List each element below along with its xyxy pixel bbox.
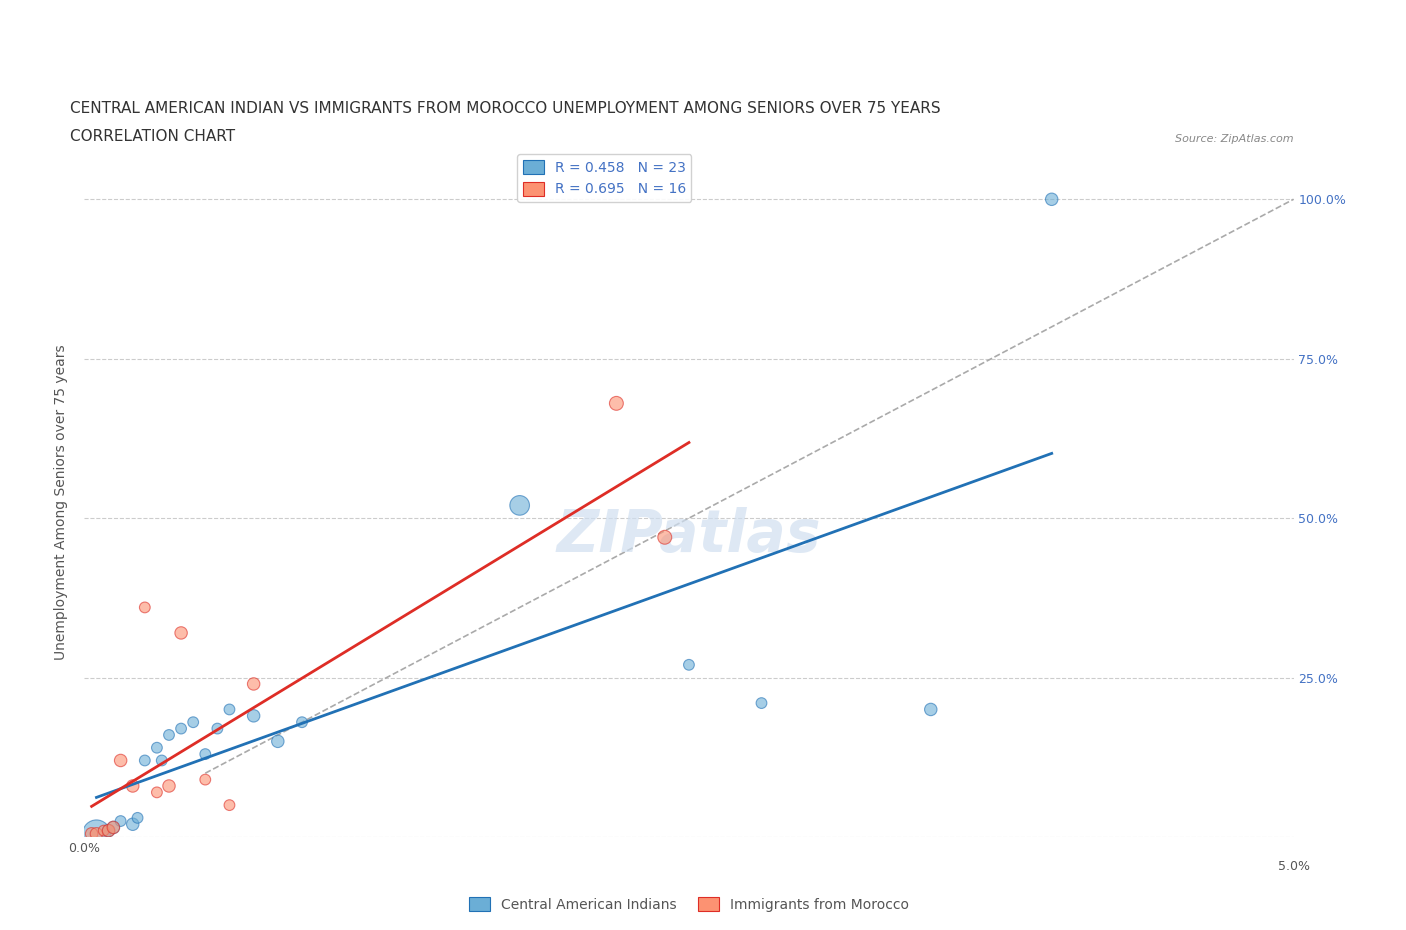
Point <box>194 772 217 787</box>
Point <box>218 798 240 813</box>
Point <box>86 827 108 842</box>
Point <box>509 498 531 512</box>
Text: 5.0%: 5.0% <box>1278 860 1309 873</box>
Y-axis label: Unemployment Among Seniors over 75 years: Unemployment Among Seniors over 75 years <box>55 344 69 660</box>
Point <box>194 747 217 762</box>
Point <box>267 734 290 749</box>
Point <box>134 600 156 615</box>
Point <box>678 658 700 672</box>
Point <box>110 753 132 768</box>
Text: CENTRAL AMERICAN INDIAN VS IMMIGRANTS FROM MOROCCO UNEMPLOYMENT AMONG SENIORS OV: CENTRAL AMERICAN INDIAN VS IMMIGRANTS FR… <box>70 101 941 116</box>
Point <box>157 727 180 742</box>
Point <box>134 753 156 768</box>
Point <box>86 827 108 842</box>
Legend: Central American Indians, Immigrants from Morocco: Central American Indians, Immigrants fro… <box>464 891 914 917</box>
Point <box>181 715 204 730</box>
Point <box>920 702 942 717</box>
Text: CORRELATION CHART: CORRELATION CHART <box>70 129 235 144</box>
Text: ZIPatlas: ZIPatlas <box>557 507 821 565</box>
Point <box>146 785 169 800</box>
Point <box>291 715 314 730</box>
Point <box>207 721 229 736</box>
Point <box>242 676 264 691</box>
Point <box>80 827 103 842</box>
Point <box>97 823 120 838</box>
Text: Source: ZipAtlas.com: Source: ZipAtlas.com <box>1175 134 1294 144</box>
Point <box>242 709 264 724</box>
Point <box>170 626 193 641</box>
Point <box>150 753 173 768</box>
Point <box>157 778 180 793</box>
Point <box>605 396 627 411</box>
Point <box>110 814 132 829</box>
Point <box>146 740 169 755</box>
Point <box>97 823 120 838</box>
Point <box>93 823 115 838</box>
Point <box>121 817 143 831</box>
Point <box>751 696 773 711</box>
Point <box>654 530 676 545</box>
Point <box>1040 192 1063 206</box>
Point <box>103 820 125 835</box>
Point <box>170 721 193 736</box>
Point <box>218 702 240 717</box>
Point <box>103 820 125 835</box>
Point <box>121 778 143 793</box>
Point <box>127 810 149 825</box>
